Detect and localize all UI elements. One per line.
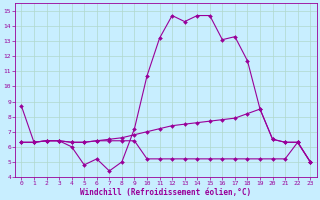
X-axis label: Windchill (Refroidissement éolien,°C): Windchill (Refroidissement éolien,°C) — [80, 188, 252, 197]
